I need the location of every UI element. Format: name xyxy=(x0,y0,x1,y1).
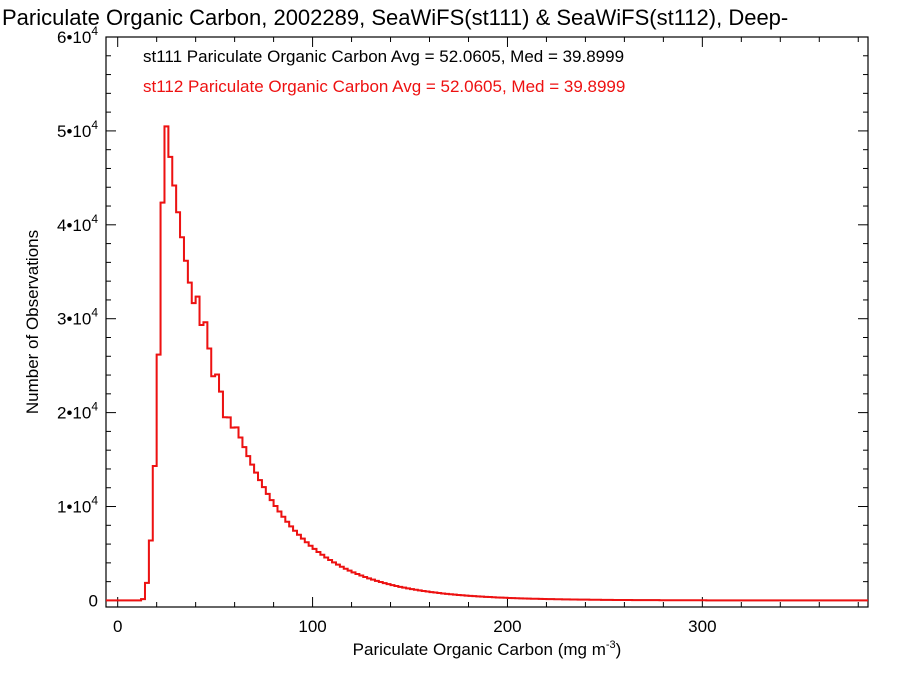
x-axis-title-sup: -3 xyxy=(606,639,616,651)
y-tick-base: 6•10 xyxy=(57,28,91,47)
series-st111-line xyxy=(106,125,868,602)
y-tick-base: 2•10 xyxy=(57,404,91,423)
x-tick-label: 300 xyxy=(688,617,716,636)
y-tick-exp: 4 xyxy=(91,212,98,226)
y-tick-exp: 4 xyxy=(91,24,98,38)
series-layer xyxy=(106,125,868,602)
y-tick-label: 1•104 xyxy=(57,494,98,517)
x-tick-label: 100 xyxy=(298,617,326,636)
y-tick-label: 0 xyxy=(89,591,98,610)
x-tick-label: 200 xyxy=(493,617,521,636)
x-axis-title-end: ) xyxy=(616,640,622,659)
plot-frame xyxy=(105,36,869,608)
y-tick-exp: 4 xyxy=(91,306,98,320)
legend-entry-st111: st111 Pariculate Organic Carbon Avg = 52… xyxy=(143,47,624,66)
x-axis-title-main: Pariculate Organic Carbon (mg m xyxy=(353,640,606,659)
y-tick-base: 0 xyxy=(89,591,98,610)
y-axis-title: Number of Observations xyxy=(23,230,42,414)
y-tick-label: 3•104 xyxy=(57,306,98,329)
y-tick-base: 5•10 xyxy=(57,122,91,141)
y-tick-base: 4•10 xyxy=(57,216,91,235)
legend-entry-st112: st112 Pariculate Organic Carbon Avg = 52… xyxy=(143,77,625,96)
y-tick-exp: 4 xyxy=(91,400,98,414)
x-tick-label: 0 xyxy=(113,617,122,636)
y-tick-exp: 4 xyxy=(91,494,98,508)
y-tick-base: 3•10 xyxy=(57,310,91,329)
y-tick-label: 5•104 xyxy=(57,118,98,141)
y-tick-label: 6•104 xyxy=(57,24,98,47)
series-st112-line xyxy=(106,125,868,602)
chart-title: Pariculate Organic Carbon, 2002289, SeaW… xyxy=(2,5,788,30)
x-axis: 0 100 200 300 xyxy=(113,37,859,636)
y-tick-base: 1•10 xyxy=(57,498,91,517)
y-tick-label: 4•104 xyxy=(57,212,98,235)
y-tick-label: 2•104 xyxy=(57,400,98,423)
x-axis-title: Pariculate Organic Carbon (mg m-3) xyxy=(353,639,622,659)
y-tick-exp: 4 xyxy=(91,118,98,132)
